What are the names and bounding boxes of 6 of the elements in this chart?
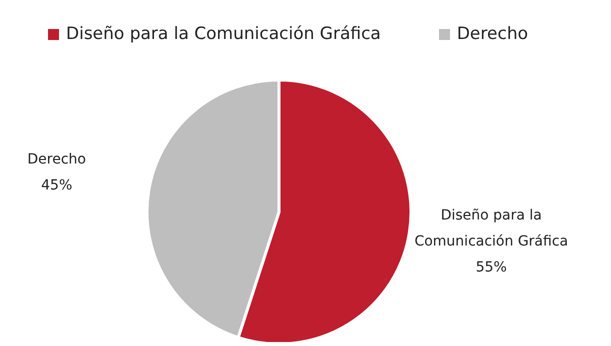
data-label: 55% (476, 259, 507, 276)
data-label: 45% (41, 177, 72, 194)
slice-label: Derecho (27, 151, 86, 168)
legend-label: Diseño para la Comunicación Gráfica (66, 24, 381, 44)
slice-label: Diseño para la Comunicación Gráfica (414, 207, 568, 250)
legend-label: Derecho (456, 24, 528, 44)
